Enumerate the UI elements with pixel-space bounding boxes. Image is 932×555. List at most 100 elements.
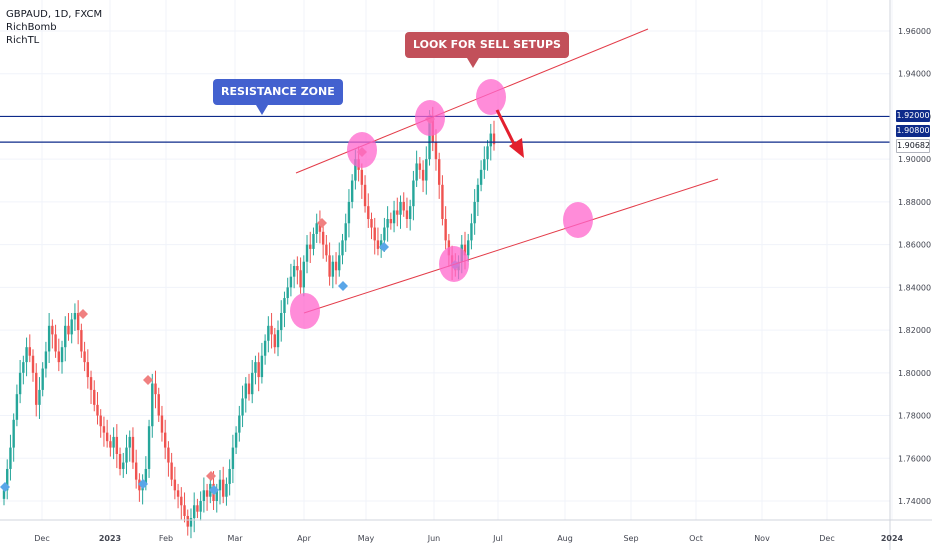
candle-body xyxy=(54,334,57,352)
candle-body xyxy=(73,313,77,320)
candle-body xyxy=(15,394,19,420)
price-axis[interactable]: 1.96000 1.94000 1.92000 1.90000 1.88000 1.860… xyxy=(898,27,931,506)
candle-body xyxy=(176,490,180,497)
candle-body xyxy=(144,468,148,484)
candle-body xyxy=(41,368,44,390)
price-tick-label: 1.96000 xyxy=(898,27,931,36)
candle-body xyxy=(463,244,467,256)
indicator-richbomb[interactable]: RichBomb xyxy=(6,22,57,33)
highlight-circle xyxy=(415,100,445,136)
candle-body xyxy=(64,325,67,348)
candle-body xyxy=(296,266,299,271)
candle-body xyxy=(479,169,483,185)
candle-body xyxy=(160,415,164,433)
highlight-circle xyxy=(347,132,377,168)
price-tick-label: 1.76000 xyxy=(898,454,931,463)
candle-body xyxy=(338,255,341,271)
candle-body xyxy=(408,206,412,219)
candle-body xyxy=(241,398,244,416)
candle-body xyxy=(202,490,206,501)
candle-body xyxy=(128,436,131,448)
candle-body xyxy=(347,201,351,224)
buy-signal-diamond xyxy=(0,482,10,492)
candle-body xyxy=(173,479,177,491)
candle-body xyxy=(331,261,335,277)
time-tick-label: Mar xyxy=(227,534,243,543)
candle-body xyxy=(151,383,154,427)
candle-body xyxy=(396,210,399,215)
candle-body xyxy=(131,436,135,463)
candle-body xyxy=(22,362,25,373)
price-tag-upper[interactable]: 1.92000 xyxy=(896,110,930,122)
candle-body xyxy=(147,426,151,469)
candle-body xyxy=(386,219,389,228)
candle-body xyxy=(399,201,402,215)
candle-body xyxy=(93,389,96,405)
candle-body xyxy=(257,362,260,378)
sell-signal-diamond xyxy=(317,218,327,228)
sell-signal-diamond xyxy=(143,375,153,385)
sell-setups-label: LOOK FOR SELL SETUPS xyxy=(413,38,561,51)
candle-body xyxy=(222,479,225,497)
price-tag-last[interactable]: 1.90682 xyxy=(896,139,930,153)
candle-body xyxy=(276,330,280,348)
candle-body xyxy=(405,210,409,219)
sell-signal-diamond xyxy=(206,471,216,481)
price-tick-label: 1.88000 xyxy=(898,198,931,207)
candle-body xyxy=(363,184,367,207)
candle-body xyxy=(344,223,347,241)
candle-body xyxy=(38,389,41,405)
price-tick-label: 1.74000 xyxy=(898,497,931,506)
candle-body xyxy=(244,383,247,399)
candle-body xyxy=(370,219,373,228)
candle-body xyxy=(428,116,431,160)
sell-signal-diamond xyxy=(78,309,88,319)
time-axis[interactable]: Dec 2023 Feb Mar Apr May Jun Jul Aug Sep Oct Nov Dec… xyxy=(34,534,903,543)
candle-body xyxy=(170,462,173,480)
candle-body xyxy=(473,201,476,224)
symbol-line[interactable]: GBPAUD, 1D, FXCM xyxy=(6,9,103,20)
buy-signal-diamond xyxy=(338,281,348,291)
indicator-richtl[interactable]: RichTL xyxy=(6,35,40,46)
candle-body xyxy=(12,419,15,448)
candle-body xyxy=(483,159,486,170)
candle-body xyxy=(251,372,254,395)
candle-body xyxy=(273,334,276,348)
price-tick-label: 1.84000 xyxy=(898,283,931,292)
candle-body xyxy=(28,347,31,356)
candle-body xyxy=(196,505,199,512)
candle-body xyxy=(167,447,170,463)
candle-body xyxy=(70,319,73,335)
candle-body xyxy=(189,518,193,527)
candle-body xyxy=(35,372,38,405)
candle-body xyxy=(96,404,99,416)
candle-body xyxy=(192,505,196,519)
candle-body xyxy=(328,255,331,277)
callout-tail xyxy=(256,105,268,115)
candle-body xyxy=(125,447,128,463)
candle-body xyxy=(437,159,441,185)
time-tick-label: Oct xyxy=(689,534,703,543)
lower-trend-line xyxy=(303,178,719,314)
chart-legend: GBPAUD, 1D, FXCM RichBomb RichTL xyxy=(6,8,102,47)
candle-body xyxy=(260,355,264,378)
candle-body xyxy=(360,169,364,185)
candle-body xyxy=(163,432,167,448)
time-tick-label: May xyxy=(358,534,375,543)
time-tick-label: Nov xyxy=(754,534,770,543)
buy-signal-diamond xyxy=(209,485,219,495)
candle-body xyxy=(18,372,22,395)
candle-body xyxy=(367,206,370,219)
candle-body xyxy=(215,490,218,501)
candle-body xyxy=(415,163,418,181)
price-tag-lower[interactable]: 1.90800 xyxy=(896,125,930,137)
candle-body xyxy=(312,233,315,249)
candle-body xyxy=(247,383,251,395)
candle-body xyxy=(318,223,322,232)
candle-body xyxy=(25,347,28,363)
candle-body xyxy=(134,462,138,480)
price-tick-label: 1.78000 xyxy=(898,412,931,421)
candle-body xyxy=(118,454,122,469)
